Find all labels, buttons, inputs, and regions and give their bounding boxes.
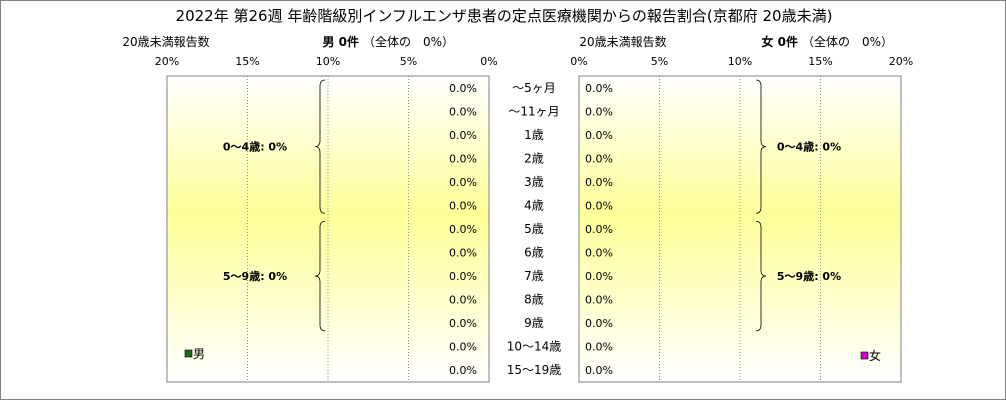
female-tick-label: 5% <box>651 55 668 68</box>
female-value-label: 0.0% <box>585 199 613 212</box>
female-age-group-brace <box>755 220 767 332</box>
male-value-label: 0.0% <box>449 152 477 165</box>
chart-title: 2022年 第26週 年齢階級別インフルエンザ患者の定点医療機関からの報告割合(… <box>176 7 833 25</box>
male-age-group-label: 0～4歳: 0% <box>223 140 287 154</box>
female-value-label: 0.0% <box>585 105 613 118</box>
category-label: 3歳 <box>524 175 544 189</box>
male-summary: 男 0件 <box>322 34 359 49</box>
male-value-label: 0.0% <box>449 270 477 283</box>
category-label: 8歳 <box>524 293 544 307</box>
male-header-label: 20歳未満報告数 <box>122 34 209 49</box>
male-value-label: 0.0% <box>449 199 477 212</box>
male-value-label: 0.0% <box>449 247 477 260</box>
category-label: 5歳 <box>524 222 544 236</box>
male-tick-label: 15% <box>235 55 259 68</box>
male-age-group-brace <box>314 220 326 332</box>
male-value-label: 0.0% <box>449 317 477 330</box>
category-label: ～11ヶ月 <box>508 104 559 118</box>
female-legend-swatch <box>860 351 869 360</box>
male-age-group-brace <box>314 79 326 214</box>
female-share: （全体の 0%） <box>802 34 893 49</box>
male-tick-label: 5% <box>400 55 417 68</box>
category-label: 15～19歳 <box>507 363 562 377</box>
male-value-label: 0.0% <box>449 341 477 354</box>
male-share: （全体の 0%） <box>363 34 454 49</box>
female-summary: 女 0件 <box>761 34 798 49</box>
female-age-group-brace <box>755 79 767 214</box>
female-value-label: 0.0% <box>585 317 613 330</box>
category-label: 2歳 <box>524 151 544 165</box>
male-value-label: 0.0% <box>449 294 477 307</box>
category-label: 10～14歳 <box>507 340 562 354</box>
category-label: 1歳 <box>524 128 544 142</box>
female-value-label: 0.0% <box>585 364 613 377</box>
female-tick-label: 15% <box>808 55 832 68</box>
female-age-group-label: 5～9歳: 0% <box>777 269 841 283</box>
female-value-label: 0.0% <box>585 129 613 142</box>
male-value-label: 0.0% <box>449 82 477 95</box>
male-legend-swatch <box>184 349 193 358</box>
male-tick-label: 10% <box>316 55 340 68</box>
female-legend-label: 女 <box>869 348 881 363</box>
female-tick-label: 10% <box>728 55 752 68</box>
female-tick-label: 0% <box>570 55 587 68</box>
female-value-label: 0.0% <box>585 82 613 95</box>
female-value-label: 0.0% <box>585 176 613 189</box>
male-tick-label: 20% <box>155 55 179 68</box>
female-header-label: 20歳未満報告数 <box>579 34 666 49</box>
male-value-label: 0.0% <box>449 223 477 236</box>
category-label: 9歳 <box>524 316 544 330</box>
male-tick-label: 0% <box>480 55 497 68</box>
female-value-label: 0.0% <box>585 247 613 260</box>
female-value-label: 0.0% <box>585 270 613 283</box>
category-label: 6歳 <box>524 246 544 260</box>
category-label: 4歳 <box>524 198 544 212</box>
female-age-group-label: 0～4歳: 0% <box>777 140 841 154</box>
male-value-label: 0.0% <box>449 105 477 118</box>
male-value-label: 0.0% <box>449 176 477 189</box>
male-value-label: 0.0% <box>449 129 477 142</box>
category-label: ～5ヶ月 <box>512 81 556 95</box>
female-tick-label: 20% <box>889 55 913 68</box>
male-value-label: 0.0% <box>449 364 477 377</box>
female-value-label: 0.0% <box>585 294 613 307</box>
male-age-group-label: 5～9歳: 0% <box>223 269 287 283</box>
female-value-label: 0.0% <box>585 152 613 165</box>
female-value-label: 0.0% <box>585 223 613 236</box>
female-value-label: 0.0% <box>585 341 613 354</box>
male-legend-label: 男 <box>193 347 205 361</box>
category-label: 7歳 <box>524 269 544 283</box>
